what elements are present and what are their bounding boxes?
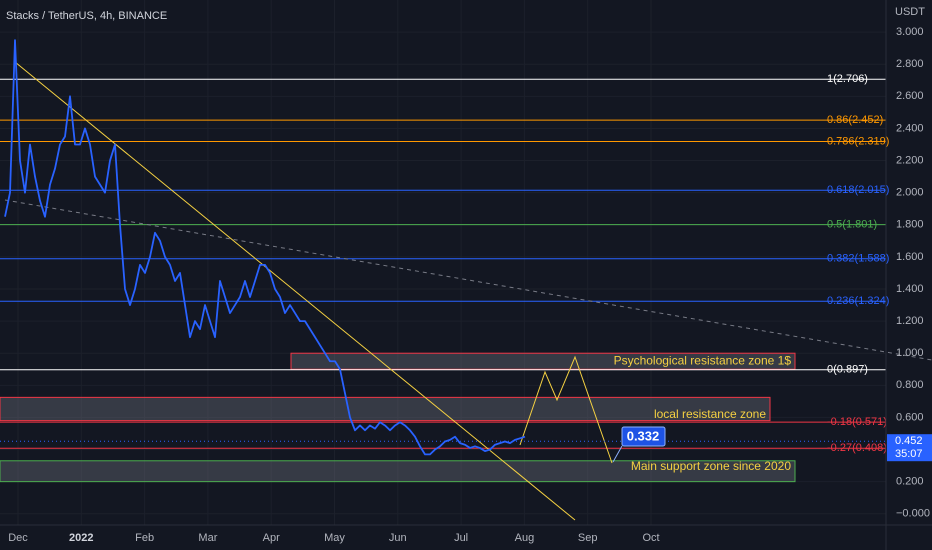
y-tick-label: 1.800 [896, 219, 924, 231]
last-price-label: 0.452 [895, 435, 923, 447]
zone-label: Psychological resistance zone 1$ [614, 353, 792, 367]
y-tick-label: 2.600 [896, 90, 924, 102]
fib-label: -0.27(0.408) [827, 442, 887, 454]
y-tick-label: 1.200 [896, 315, 924, 327]
x-tick-label: Jul [454, 532, 468, 544]
y-axis-label: USDT [895, 6, 925, 18]
countdown: 35:07 [895, 448, 923, 460]
y-tick-label: 2.800 [896, 58, 924, 70]
y-tick-label: 2.000 [896, 187, 924, 199]
x-tick-label: Mar [198, 532, 217, 544]
fib-label: 0.236(1.324) [827, 295, 889, 307]
projection-path [519, 355, 613, 464]
last-price-box [887, 434, 932, 462]
y-tick-label: 0.800 [896, 379, 924, 391]
x-tick-label: Jun [389, 532, 407, 544]
annotation-pointer [612, 445, 623, 463]
fib-label: 1(2.706) [827, 73, 868, 85]
annotation: 0.332 [627, 428, 660, 443]
trendline [14, 61, 576, 521]
annotation-box [621, 426, 666, 447]
fib-label: -0.18(0.571) [827, 416, 887, 428]
x-tick-label: Dec [8, 532, 28, 544]
price-line [4, 39, 526, 456]
zone-label: local resistance zone [654, 407, 766, 421]
x-tick-label: Oct [642, 532, 659, 544]
price-line [0, 39, 886, 456]
fib-label: 0(0.897) [827, 364, 868, 376]
x-tick-label: 2022 [69, 532, 93, 544]
fib-levels: 1(2.706) 0.86(2.452) 0.786(2.319) 0.618(2.0… [0, 73, 889, 454]
zone [0, 460, 796, 483]
x-tick-label: Feb [135, 532, 154, 544]
y-tick-label: 2.400 [896, 122, 924, 134]
x-tick-label: Aug [515, 532, 535, 544]
fib-label: 0.5(1.801) [827, 219, 877, 231]
x-tick-label: Apr [263, 532, 280, 544]
axes: 3.000 2.800 2.600 2.400 2.200 2.000 1.800 1.600… [8, 26, 932, 544]
y-tick-label: 2.200 [896, 154, 924, 166]
y-tick-label: 1.400 [896, 283, 924, 295]
zone [0, 396, 771, 422]
fib-label: 0.86(2.452) [827, 114, 883, 126]
x-tick-label: Sep [578, 532, 598, 544]
y-tick-label: 0.600 [896, 411, 924, 423]
y-tick-label: 0.200 [896, 476, 924, 488]
y-tick-label: −0.000 [896, 508, 930, 520]
fib-label: 0.786(2.319) [827, 135, 889, 147]
chart-title: Stacks / TetherUS, 4h, BINANCE [6, 10, 167, 22]
y-tick-label: 3.000 [896, 26, 924, 38]
y-tick-label: 1.000 [896, 347, 924, 359]
fib-label: 0.382(1.588) [827, 253, 889, 265]
zones: Psychological resistance zone 1$ local re… [0, 352, 796, 483]
zone-label: Main support zone since 2020 [631, 459, 791, 473]
x-tick-label: May [324, 532, 345, 544]
y-tick-label: 1.600 [896, 251, 924, 263]
fib-label: 0.618(2.015) [827, 184, 889, 196]
